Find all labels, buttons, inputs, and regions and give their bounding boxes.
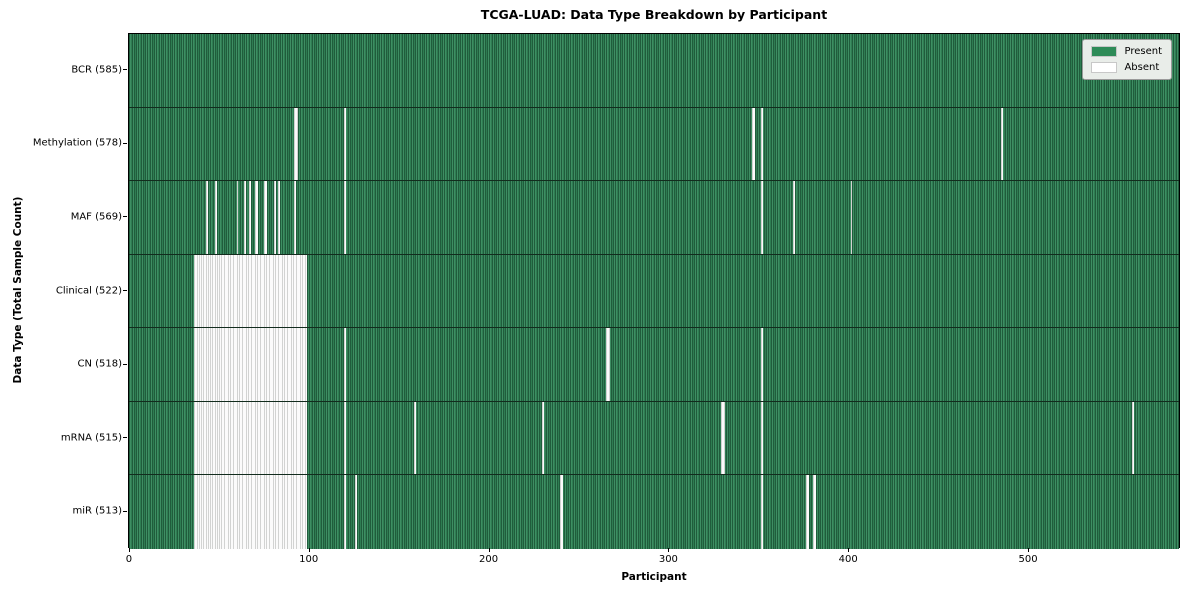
row-Methylation [129, 107, 1179, 182]
absent-block-miR [559, 475, 564, 549]
absent-block-MAF [850, 181, 853, 254]
absent-block-Methylation [760, 107, 763, 181]
y-tick-label-mRNA: mRNA (515) [60, 432, 122, 444]
x-tick-0 [128, 548, 130, 552]
absent-block-miR [805, 475, 810, 549]
absent-block-MAF [206, 181, 208, 254]
x-tick-label-500: 500 [1018, 554, 1038, 565]
y-tick-mRNA [123, 437, 127, 439]
legend-label-absent: Absent [1124, 62, 1160, 73]
absent-block-miR [812, 475, 817, 549]
absent-block-MAF [215, 181, 217, 254]
y-tick-label-Methylation: Methylation (578) [32, 137, 122, 149]
absent-block-MAF [254, 181, 259, 254]
absent-block-MAF [263, 181, 268, 254]
absent-swatch [1091, 62, 1118, 73]
absent-block-Methylation [1001, 107, 1004, 181]
absent-block-mRNA [721, 401, 725, 475]
absent-block-miR [760, 475, 763, 549]
absent-block-mRNA [1132, 401, 1135, 475]
absent-block-Clinical [193, 254, 307, 328]
absent-block-mRNA [541, 401, 544, 475]
absent-block-Methylation [294, 107, 298, 181]
legend: Present Absent [1082, 39, 1172, 80]
x-tick-300 [668, 548, 670, 552]
y-axis-label: Data Type (Total Sample Count) [12, 196, 24, 384]
x-tick-100 [308, 548, 310, 552]
row-Clinical [129, 254, 1179, 329]
row-miR [129, 475, 1179, 549]
y-tick-Methylation [123, 142, 127, 144]
x-axis-label: Participant [621, 571, 687, 583]
absent-block-MAF [277, 181, 280, 254]
absent-block-MAF [793, 181, 795, 254]
absent-block-mRNA [344, 401, 347, 475]
y-tick-BCR [123, 69, 127, 71]
absent-block-CN [606, 328, 610, 401]
y-tick-MAF [123, 216, 127, 218]
row-MAF [129, 181, 1179, 255]
x-tick-label-400: 400 [838, 554, 858, 565]
y-tick-label-miR: miR (513) [72, 505, 122, 517]
absent-block-MAF [243, 181, 246, 254]
absent-block-MAF [236, 181, 239, 254]
y-tick-CN [123, 363, 127, 365]
absent-block-MAF [249, 181, 252, 254]
absent-block-CN [193, 328, 307, 401]
row-BCR [129, 34, 1179, 108]
absent-block-MAF [344, 181, 347, 254]
row-mRNA [129, 401, 1179, 476]
absent-block-miR [344, 475, 347, 549]
absent-block-miR [355, 475, 357, 549]
y-tick-label-BCR: BCR (585) [71, 64, 122, 76]
row-CN [129, 328, 1179, 402]
y-tick-miR [123, 510, 127, 512]
absent-block-mRNA [414, 401, 417, 475]
absent-block-MAF [274, 181, 277, 254]
x-tick-500 [1028, 548, 1030, 552]
absent-block-CN [760, 328, 763, 401]
x-tick-label-0: 0 [125, 554, 133, 565]
chart-title: TCGA-LUAD: Data Type Breakdown by Partic… [480, 7, 828, 22]
y-tick-Clinical [123, 290, 127, 291]
y-tick-label-MAF: MAF (569) [70, 211, 122, 223]
x-tick-400 [848, 548, 850, 552]
absent-block-CN [344, 328, 347, 401]
absent-block-Methylation [751, 107, 756, 181]
absent-block-miR [193, 475, 307, 549]
y-tick-label-CN: CN (518) [77, 358, 122, 370]
x-tick-200 [488, 548, 490, 552]
absent-block-MAF [294, 181, 296, 254]
absent-block-MAF [760, 181, 763, 254]
present-swatch [1091, 46, 1118, 57]
x-tick-label-200: 200 [479, 554, 499, 565]
legend-entry-present: Present [1091, 46, 1162, 57]
absent-block-Methylation [344, 107, 347, 181]
absent-block-mRNA [193, 401, 307, 475]
absent-block-mRNA [760, 401, 763, 475]
y-tick-label-Clinical: Clinical (522) [55, 285, 122, 296]
x-tick-label-300: 300 [658, 554, 678, 565]
legend-label-present: Present [1124, 46, 1162, 57]
x-tick-label-100: 100 [299, 554, 319, 565]
plot-area: Present Absent [128, 33, 1180, 549]
legend-entry-absent: Absent [1091, 62, 1162, 73]
